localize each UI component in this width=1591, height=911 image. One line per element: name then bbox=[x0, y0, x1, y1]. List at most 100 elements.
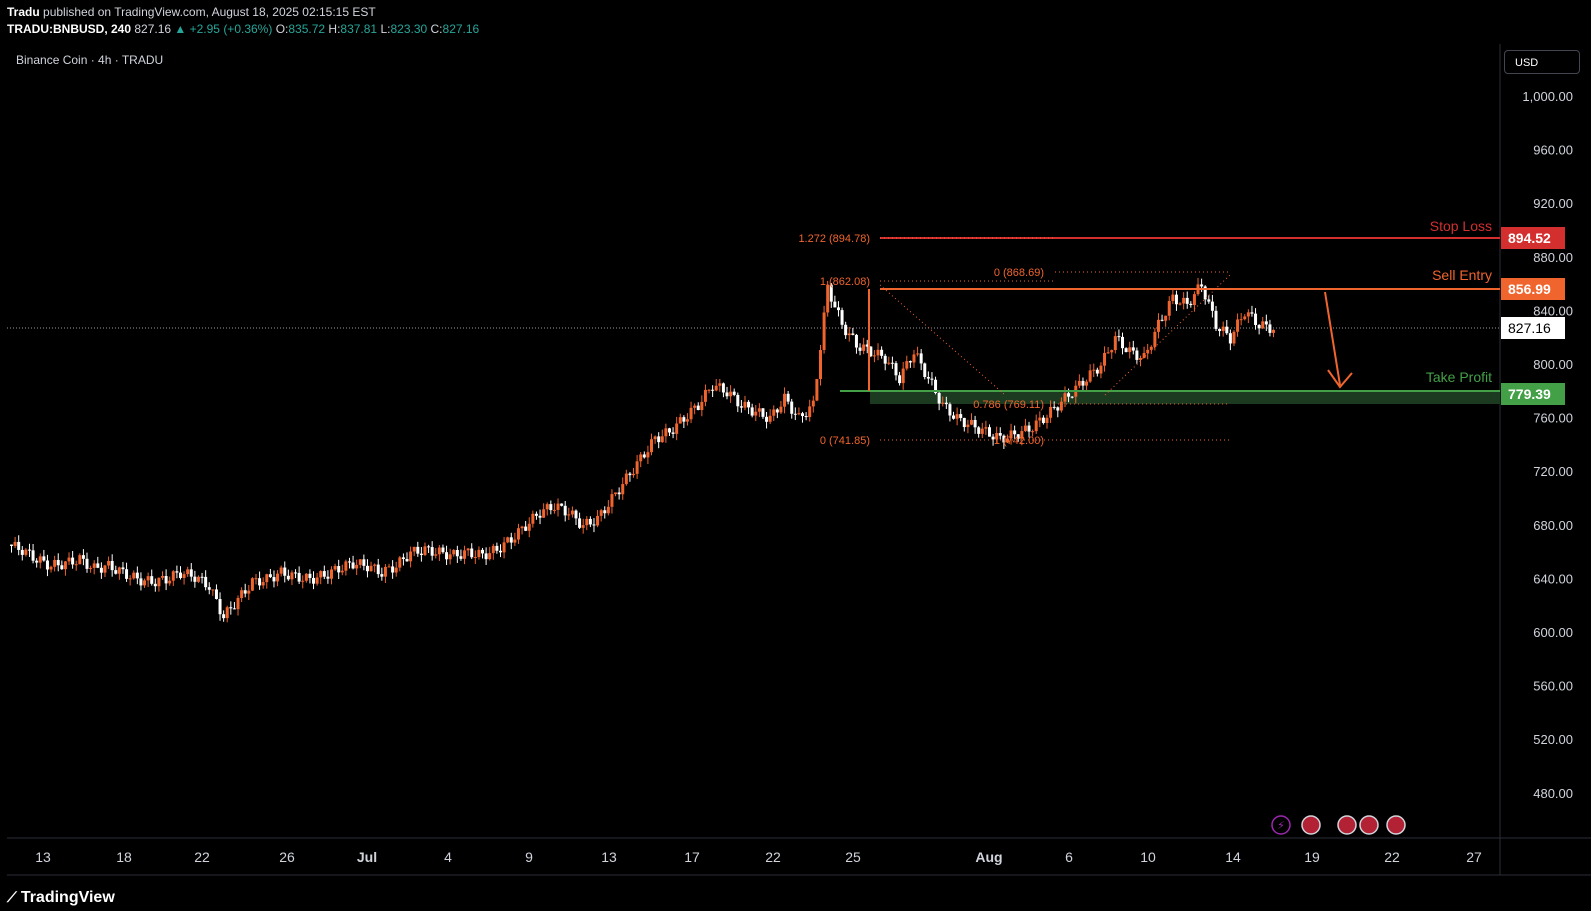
candlestick-series bbox=[10, 278, 1276, 623]
candle-body bbox=[883, 355, 887, 364]
candle-body bbox=[330, 569, 333, 579]
candle-body bbox=[761, 408, 765, 417]
candle-body bbox=[869, 346, 873, 357]
candle-body bbox=[1268, 324, 1272, 333]
candle-body bbox=[24, 549, 28, 555]
candle-body bbox=[495, 545, 499, 551]
take-profit-label: Take Profit bbox=[1426, 369, 1492, 385]
candle-body bbox=[20, 549, 24, 555]
candle-body bbox=[980, 428, 984, 434]
candle-body bbox=[351, 562, 355, 569]
candle-body bbox=[214, 589, 218, 599]
candle-body bbox=[552, 509, 556, 511]
candle-body bbox=[610, 494, 614, 507]
time-tick-label: Aug bbox=[975, 849, 1002, 865]
tradingview-logo[interactable]: ⟋ TradingView bbox=[7, 889, 115, 907]
candle-body bbox=[962, 417, 966, 428]
lightning-icon[interactable] bbox=[1271, 815, 1291, 835]
candle-body bbox=[1059, 401, 1063, 411]
candle-body bbox=[315, 577, 319, 584]
candle-body bbox=[1200, 284, 1204, 287]
candle-body bbox=[322, 571, 326, 577]
candle-body bbox=[49, 566, 53, 570]
candle-body bbox=[1005, 438, 1009, 443]
candle-body bbox=[171, 571, 175, 581]
fib-diag-2 bbox=[1104, 274, 1231, 396]
candle-body bbox=[1156, 319, 1160, 332]
candle-body bbox=[448, 554, 452, 560]
candle-body bbox=[1228, 333, 1232, 344]
author-name[interactable]: Tradu bbox=[7, 5, 40, 19]
candle-body bbox=[826, 284, 830, 313]
price-tick-label: 800.00 bbox=[1533, 357, 1573, 372]
candle-body bbox=[786, 393, 790, 402]
candle-body bbox=[218, 598, 222, 615]
candle-body bbox=[1099, 365, 1103, 374]
candle-body bbox=[621, 484, 625, 495]
price-tick-label: 560.00 bbox=[1533, 679, 1573, 694]
candle-body bbox=[815, 379, 819, 401]
candle-body bbox=[890, 362, 894, 364]
candle-body bbox=[103, 565, 107, 573]
candle-body bbox=[1034, 420, 1038, 432]
candle-body bbox=[405, 559, 409, 562]
candle-body bbox=[966, 424, 970, 428]
candle-body bbox=[646, 452, 650, 458]
candle-body bbox=[1009, 430, 1013, 439]
candle-body bbox=[948, 404, 952, 416]
stop-loss-price-tag: 894.52 bbox=[1501, 227, 1565, 249]
candle-body bbox=[229, 607, 233, 609]
us-flag-icon[interactable] bbox=[1301, 815, 1321, 835]
time-axis[interactable]: 13 18 22 26 Jul 4 9 13 17 22 25 Aug 6 10 14 19 22 27 bbox=[35, 849, 1482, 865]
candle-body bbox=[1142, 352, 1146, 359]
us-flag-icon[interactable] bbox=[1386, 815, 1406, 835]
candle-body bbox=[1045, 417, 1049, 423]
us-flag-icon[interactable] bbox=[1359, 815, 1379, 835]
candle-body bbox=[898, 375, 902, 384]
candle-body bbox=[1261, 321, 1265, 329]
candle-body bbox=[340, 570, 344, 573]
candle-body bbox=[268, 574, 272, 578]
candle-body bbox=[1128, 347, 1132, 353]
ohlc-legend: TRADU:BNBUSD, 240 827.16 ▲ +2.95 (+0.36%… bbox=[7, 22, 479, 36]
candle-body bbox=[747, 401, 751, 408]
candle-body bbox=[628, 473, 632, 476]
price-axis[interactable]: 1,000.00 960.00 920.00 880.00 840.00 800.00 76… bbox=[1522, 89, 1573, 801]
candle-body bbox=[1160, 319, 1164, 321]
candle-body bbox=[470, 548, 474, 558]
candle-body bbox=[1164, 315, 1168, 321]
candle-body bbox=[78, 555, 82, 565]
candle-body bbox=[243, 590, 247, 594]
candle-body bbox=[484, 553, 488, 560]
candle-body bbox=[854, 334, 858, 348]
candle-body bbox=[919, 353, 923, 364]
candle-body bbox=[437, 547, 441, 555]
sell-entry-label: Sell Entry bbox=[1432, 267, 1492, 283]
candle-body bbox=[225, 607, 229, 619]
chart-background bbox=[7, 44, 1500, 850]
candle-body bbox=[689, 407, 693, 420]
candle-body bbox=[63, 561, 67, 570]
fib-right-bottom-label: 1 (742.00) bbox=[994, 435, 1044, 447]
candle-body bbox=[326, 576, 330, 579]
currency-button[interactable]: USD bbox=[1504, 50, 1580, 74]
candle-body bbox=[121, 567, 125, 570]
candle-body bbox=[1171, 294, 1175, 301]
candle-body bbox=[1088, 370, 1092, 382]
candle-body bbox=[308, 573, 312, 578]
fib-left-bottom-label: 0 (741.85) bbox=[820, 435, 870, 447]
price-tick-label: 640.00 bbox=[1533, 571, 1573, 586]
open-label: O: bbox=[275, 22, 289, 36]
us-flag-icon[interactable] bbox=[1337, 815, 1357, 835]
candle-body bbox=[232, 608, 236, 610]
candle-body bbox=[200, 576, 204, 578]
candle-body bbox=[358, 559, 362, 565]
candle-body bbox=[1095, 369, 1099, 374]
candle-body bbox=[369, 565, 373, 572]
candle-body bbox=[27, 549, 31, 551]
candle-body bbox=[542, 509, 546, 518]
candle-body bbox=[797, 413, 801, 415]
candle-body bbox=[283, 567, 287, 576]
candle-body bbox=[38, 556, 42, 563]
